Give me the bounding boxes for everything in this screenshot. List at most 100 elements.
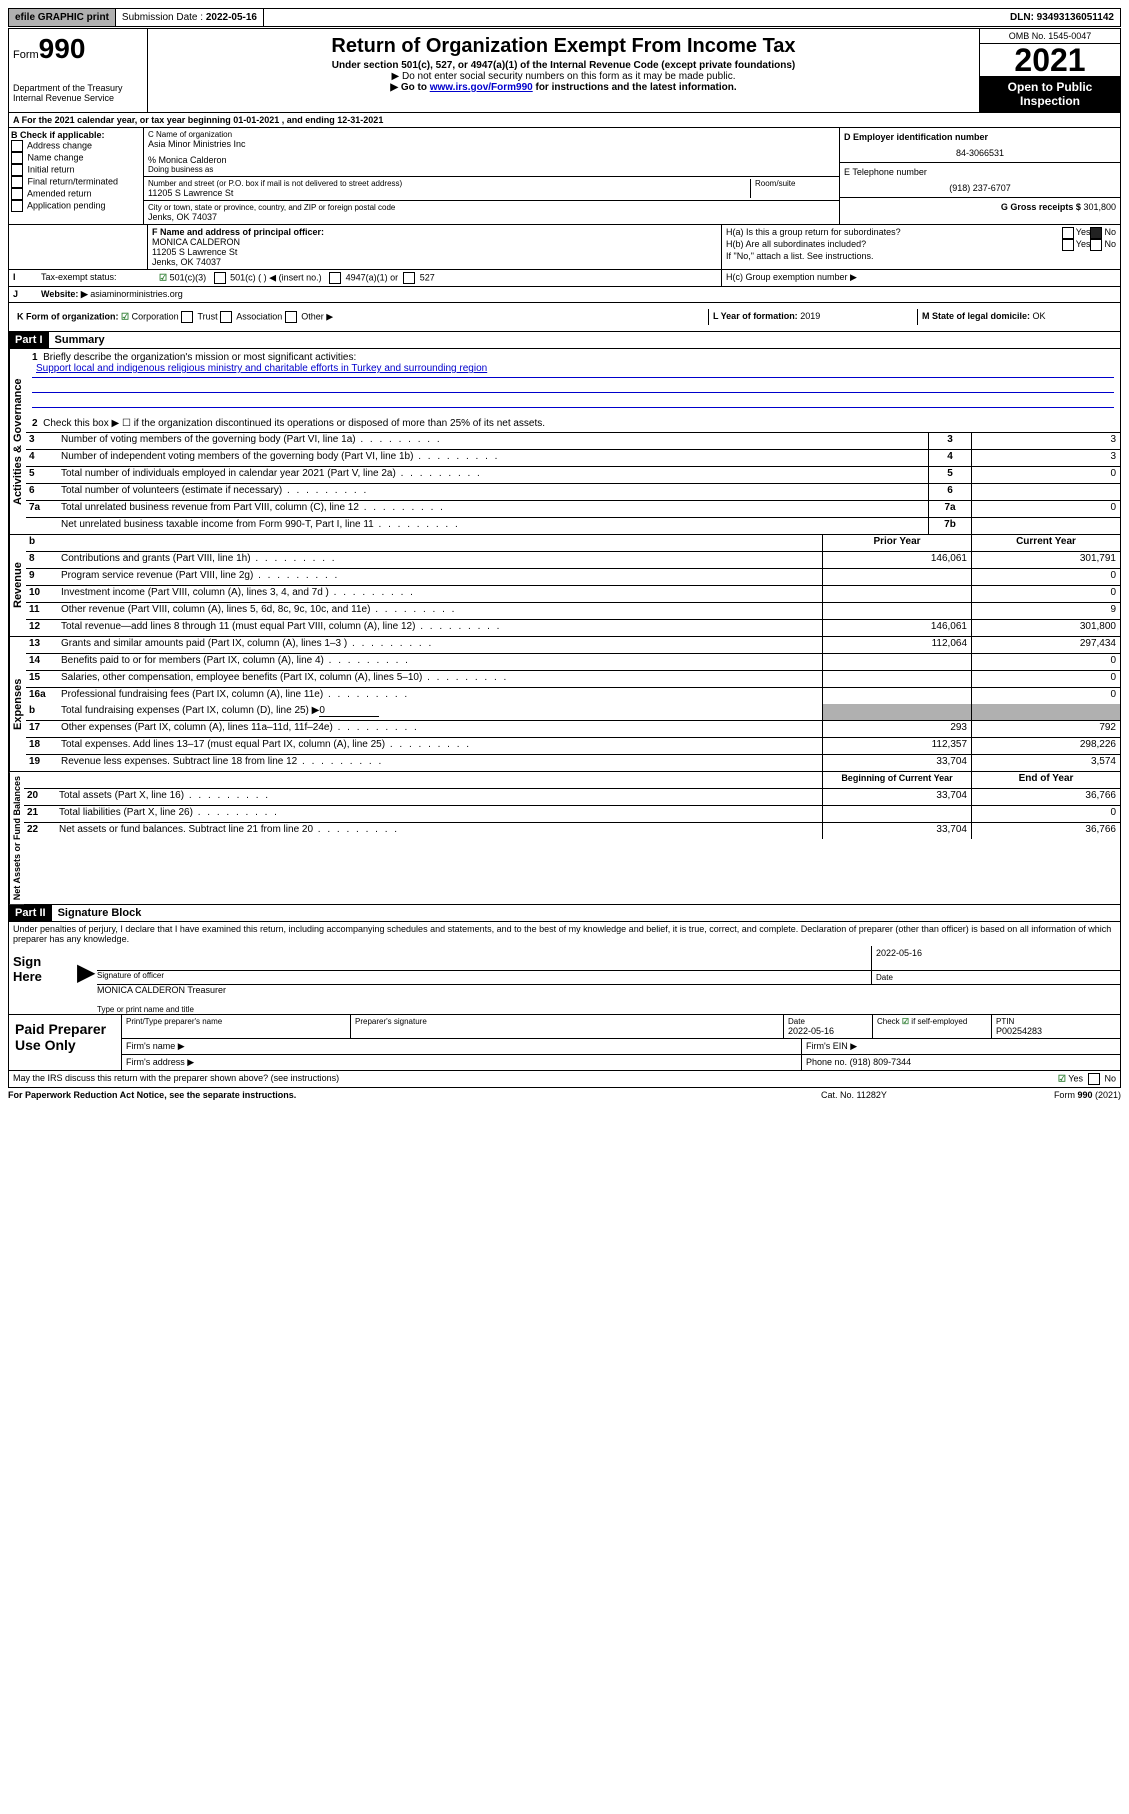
mission-text: Support local and indigenous religious m… [32,363,1114,378]
city-label: City or town, state or province, country… [148,203,835,212]
row-i: I Tax-exempt status: ☑ 501(c)(3) 501(c) … [8,270,1121,287]
link-post: for instructions and the latest informat… [533,82,737,93]
current-val: 0 [971,586,1120,602]
line-text: Total liabilities (Part X, line 26) [56,806,822,822]
4947-checkbox[interactable] [329,272,341,284]
check-box[interactable] [11,200,23,212]
501c-checkbox[interactable] [214,272,226,284]
current-val: 3,574 [971,755,1120,771]
header-right: OMB No. 1545-0047 2021 Open to Public In… [979,29,1120,112]
sig-officer-label: Signature of officer [97,971,871,984]
line-num: 12 [26,620,58,636]
other-checkbox[interactable] [285,311,297,323]
ptin-cell: PTIN P00254283 [992,1015,1120,1038]
line-text: Program service revenue (Part VIII, line… [58,569,822,585]
label-exp: Expenses [9,637,26,771]
ha-yes-checkbox[interactable] [1062,227,1074,239]
tax-year: 2021 [980,44,1120,76]
current-val: 9 [971,603,1120,619]
data-line: 12 Total revenue—add lines 8 through 11 … [26,620,1120,636]
label-net: Net Assets or Fund Balances [9,772,24,904]
ha-yes: Yes [1076,227,1091,239]
check-box[interactable] [11,176,23,188]
data-line: 17 Other expenses (Part IX, column (A), … [26,721,1120,738]
line-num: 21 [24,806,56,822]
sig-name: MONICA CALDERON Treasurer [97,985,226,1005]
line-num: 9 [26,569,58,585]
527-checkbox[interactable] [403,272,415,284]
sig-date-cell: 2022-05-16 [871,946,1120,970]
row-a: A For the 2021 calendar year, or tax yea… [8,113,1121,128]
k-label: K Form of organization: [17,311,119,321]
discuss-no-checkbox[interactable] [1088,1073,1100,1085]
assoc-checkbox[interactable] [220,311,232,323]
begin-header: Beginning of Current Year [822,772,971,788]
rev-b: b [26,535,58,551]
line-text: Number of independent voting members of … [58,450,928,466]
line-num: 20 [24,789,56,805]
check-box[interactable] [11,164,23,176]
form-subtitle: Under section 501(c), 527, or 4947(a)(1)… [152,60,975,71]
city-value: Jenks, OK 74037 [148,212,835,222]
data-line: 14 Benefits paid to or for members (Part… [26,654,1120,671]
line-val [971,518,1120,534]
discuss-yn: ☑ Yes No [1058,1073,1116,1085]
paid-grid: Print/Type preparer's name Preparer's si… [122,1015,1120,1070]
line-num: 3 [26,433,58,449]
discuss-yes-icon: ☑ [1058,1074,1066,1084]
line-text: Revenue less expenses. Subtract line 18 … [58,755,822,771]
prep-self-cell: Check ☑ if self-employed [873,1015,992,1038]
end-header: End of Year [971,772,1120,788]
net-spacer-n [24,772,56,788]
exp-b-val: 0 [319,705,379,717]
gov-line: 4 Number of independent voting members o… [26,450,1120,467]
q1-text: Briefly describe the organization's miss… [43,352,356,363]
line-text: Grants and similar amounts paid (Part IX… [58,637,822,653]
form-title: Return of Organization Exempt From Incom… [152,35,975,58]
paid-label: Paid Preparer Use Only [9,1015,122,1070]
line-text: Net unrelated business taxable income fr… [58,518,928,534]
sign-label: Sign Here [9,946,77,1014]
check-box[interactable] [11,152,23,164]
gov-line: 6 Total number of volunteers (estimate i… [26,484,1120,501]
form-version: Form 990 (2021) [1001,1090,1121,1100]
check-item: Application pending [11,200,141,212]
label-i: I [9,270,37,286]
prior-val [822,688,971,704]
hb-yes-checkbox[interactable] [1062,239,1074,251]
gov-line: Net unrelated business taxable income fr… [26,518,1120,534]
527-label: 527 [420,272,435,282]
line-val: 0 [971,467,1120,483]
line-text: Professional fundraising fees (Part IX, … [58,688,822,704]
line-val: 0 [971,501,1120,517]
trust-checkbox[interactable] [181,311,193,323]
org-name-cell: C Name of organization Asia Minor Minist… [144,128,839,177]
hb-no-checkbox[interactable] [1090,239,1102,251]
line-num: 7a [26,501,58,517]
line-num: 13 [26,637,58,653]
ein-value: 84-3066531 [844,148,1116,158]
line-text: Number of voting members of the governin… [58,433,928,449]
sign-content: 2022-05-16 Signature of officer Date MON… [97,946,1120,1014]
prior-val [822,603,971,619]
line-text: Total number of individuals employed in … [58,467,928,483]
irs-link[interactable]: www.irs.gov/Form990 [430,82,533,93]
ha-no: No [1104,227,1116,239]
efile-button[interactable]: efile GRAPHIC print [9,9,116,26]
ha-no-checkbox[interactable] [1090,227,1102,239]
data-line: 21 Total liabilities (Part X, line 26) 0 [24,806,1120,823]
form-header: Form990 Department of the Treasury Inter… [8,28,1121,113]
line-col: 4 [928,450,971,466]
officer-addr1: 11205 S Lawrence St [152,247,717,257]
check-box[interactable] [11,188,23,200]
data-line: 16a Professional fundraising fees (Part … [26,688,1120,704]
check-box[interactable] [11,140,23,152]
section-gov: Activities & Governance 1 Briefly descri… [8,349,1121,535]
exp-b-text: Total fundraising expenses (Part IX, col… [58,704,822,720]
part1-header-row: Part I Summary [8,332,1121,349]
exp-b-shade2 [971,704,1120,720]
hb-yes: Yes [1076,239,1091,251]
gross-cell: G Gross receipts $ 301,800 [840,198,1120,216]
bottom-line: For Paperwork Reduction Act Notice, see … [8,1088,1121,1102]
check-item: Final return/terminated [11,176,141,188]
